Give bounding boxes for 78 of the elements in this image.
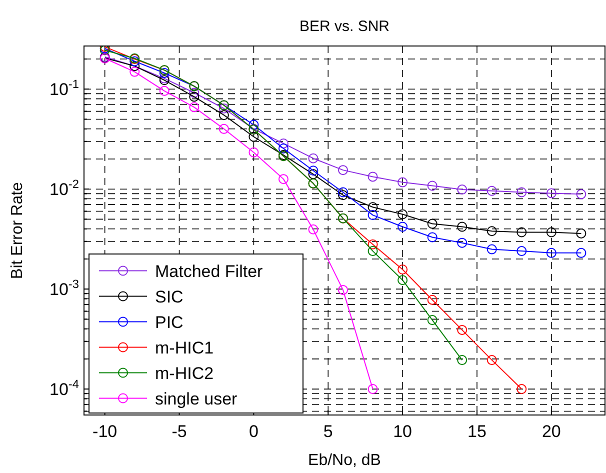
point xyxy=(398,177,408,188)
point xyxy=(398,222,408,232)
point xyxy=(486,186,497,196)
chart-title: BER vs. SNR xyxy=(299,18,390,35)
point xyxy=(278,174,288,184)
x-axis-title: Eb/No, dB xyxy=(308,452,381,469)
y-axis-title: Bit Error Rate xyxy=(9,182,26,279)
point xyxy=(516,246,527,256)
point xyxy=(368,384,378,394)
point xyxy=(546,248,556,258)
x-tick-label: 20 xyxy=(542,422,561,441)
point xyxy=(278,138,288,148)
point xyxy=(338,165,348,176)
point xyxy=(427,294,438,305)
point xyxy=(308,224,318,234)
point xyxy=(368,202,378,212)
point xyxy=(338,284,348,295)
point xyxy=(516,227,527,238)
point xyxy=(457,222,468,232)
point xyxy=(368,239,378,250)
point xyxy=(248,132,259,142)
point xyxy=(308,169,318,180)
point xyxy=(338,190,348,200)
point xyxy=(218,124,229,134)
point xyxy=(248,147,259,158)
point xyxy=(368,172,378,182)
point xyxy=(486,244,497,254)
x-tick-label: -10 xyxy=(92,422,118,441)
x-tick-label: 15 xyxy=(468,422,486,441)
point xyxy=(427,180,438,191)
point xyxy=(576,189,586,200)
y-tick-label: 10$^{-2}$ xyxy=(50,177,80,200)
y-tick-label: 10$^{-4}$ xyxy=(50,377,80,400)
point xyxy=(457,355,468,366)
point xyxy=(278,143,288,154)
point xyxy=(576,228,586,238)
legend-label: m-HIC2 xyxy=(155,364,214,383)
point xyxy=(368,246,378,256)
point xyxy=(427,232,438,242)
point xyxy=(130,66,140,77)
point xyxy=(308,166,318,176)
point xyxy=(427,315,438,326)
point xyxy=(486,355,497,366)
point xyxy=(189,92,200,102)
point xyxy=(338,187,348,198)
point xyxy=(218,104,229,114)
point xyxy=(457,324,468,335)
point xyxy=(398,264,408,274)
legend-label: m-HIC1 xyxy=(155,338,214,358)
point xyxy=(576,248,586,258)
point xyxy=(398,275,408,286)
point xyxy=(486,226,497,236)
x-tick-label: 5 xyxy=(323,422,333,441)
legend-label: PIC xyxy=(155,312,184,332)
point xyxy=(457,238,468,248)
point xyxy=(546,188,556,198)
y-tick-label: 10$^{-1}$ xyxy=(50,77,80,100)
point xyxy=(308,153,318,164)
point xyxy=(189,88,200,98)
legend-label: single user xyxy=(155,389,238,408)
point xyxy=(218,110,229,120)
x-tick-label: 0 xyxy=(248,422,258,441)
point xyxy=(516,384,527,394)
point xyxy=(159,86,170,96)
point xyxy=(368,210,378,220)
point xyxy=(189,102,200,112)
point xyxy=(546,227,556,238)
point xyxy=(516,187,527,198)
x-tick-label: -5 xyxy=(172,422,187,441)
y-tick-label: 10$^{-3}$ xyxy=(50,277,80,300)
legend-label: SIC xyxy=(155,287,184,306)
point xyxy=(427,218,438,229)
point xyxy=(457,184,468,195)
point xyxy=(248,120,259,130)
point xyxy=(398,209,408,220)
legend-label: Matched Filter xyxy=(155,262,264,281)
x-tick-label: 10 xyxy=(393,422,412,441)
point xyxy=(159,68,170,78)
